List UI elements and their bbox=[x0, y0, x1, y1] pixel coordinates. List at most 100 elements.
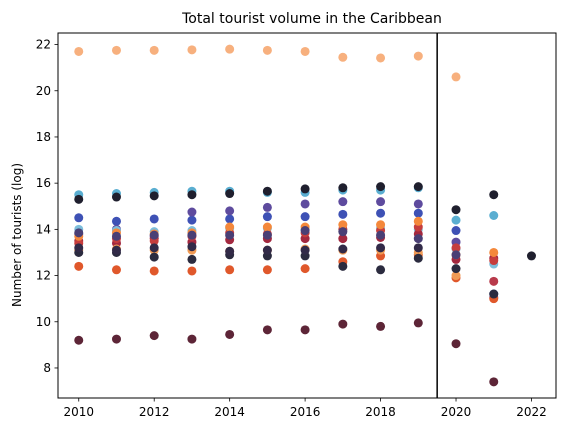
data-point-series-1 bbox=[489, 211, 499, 220]
data-point-series-13 bbox=[451, 250, 461, 260]
data-point-series-0 bbox=[225, 44, 235, 54]
data-point-series-7 bbox=[451, 243, 461, 253]
data-point-series-13 bbox=[376, 230, 386, 240]
x-tick-label: 2016 bbox=[290, 405, 321, 419]
data-point-series-2 bbox=[262, 186, 272, 196]
data-point-series-11 bbox=[338, 261, 348, 271]
data-point-series-3 bbox=[262, 212, 272, 222]
data-point-series-2 bbox=[187, 190, 197, 200]
data-point-series-11 bbox=[413, 253, 423, 263]
data-point-series-0 bbox=[300, 46, 310, 56]
data-point-series-4 bbox=[187, 207, 197, 217]
data-point-series-2 bbox=[149, 191, 159, 201]
data-point-series-8 bbox=[149, 266, 159, 276]
data-point-series-13 bbox=[413, 234, 423, 244]
data-point-series-12 bbox=[376, 243, 386, 253]
data-point-series-0 bbox=[111, 45, 121, 55]
data-point-series-14 bbox=[300, 325, 310, 335]
data-point-series-7 bbox=[489, 256, 499, 266]
data-point-series-12 bbox=[300, 245, 310, 255]
y-tick-label: 14 bbox=[36, 222, 51, 236]
data-point-series-3 bbox=[187, 215, 197, 225]
x-tick-label: 2012 bbox=[139, 405, 170, 419]
data-point-series-9 bbox=[413, 216, 423, 226]
data-point-series-0 bbox=[262, 45, 272, 55]
data-point-series-0 bbox=[187, 45, 197, 55]
data-point-series-14 bbox=[451, 339, 461, 349]
data-point-series-9 bbox=[376, 220, 386, 230]
data-point-series-12 bbox=[74, 243, 84, 253]
data-point-series-13 bbox=[300, 226, 310, 236]
y-axis-label: Number of tourists (log) bbox=[10, 163, 24, 307]
data-point-series-11 bbox=[451, 264, 461, 274]
data-point-series-12 bbox=[338, 244, 348, 254]
x-tick-label: 2020 bbox=[441, 405, 472, 419]
data-point-series-14 bbox=[74, 335, 84, 345]
data-point-series-14 bbox=[225, 329, 235, 339]
data-point-series-12 bbox=[149, 243, 159, 253]
plot-frame bbox=[57, 32, 557, 399]
data-point-series-0 bbox=[74, 46, 84, 56]
y-tick-label: 8 bbox=[43, 361, 51, 375]
data-point-series-3 bbox=[111, 216, 121, 226]
x-tick-label: 2018 bbox=[365, 405, 396, 419]
data-point-series-8 bbox=[187, 266, 197, 276]
data-point-series-11 bbox=[489, 289, 499, 299]
data-point-series-1 bbox=[451, 215, 461, 225]
data-point-series-8 bbox=[225, 265, 235, 275]
plot-marks bbox=[74, 33, 536, 398]
data-point-series-8 bbox=[300, 264, 310, 274]
data-point-series-3 bbox=[338, 209, 348, 219]
data-point-series-13 bbox=[338, 227, 348, 237]
data-point-series-12 bbox=[225, 246, 235, 256]
data-point-series-14 bbox=[187, 334, 197, 344]
data-point-series-3 bbox=[300, 212, 310, 222]
data-point-series-15 bbox=[489, 276, 499, 286]
data-point-series-8 bbox=[111, 265, 121, 275]
data-point-series-2 bbox=[489, 190, 499, 200]
data-point-series-13 bbox=[149, 230, 159, 240]
data-point-series-14 bbox=[376, 321, 386, 331]
data-point-series-2 bbox=[526, 251, 536, 261]
data-point-series-12 bbox=[413, 243, 423, 253]
data-point-series-3 bbox=[149, 214, 159, 224]
data-point-series-9 bbox=[489, 247, 499, 257]
data-point-series-12 bbox=[111, 245, 121, 255]
data-point-series-13 bbox=[225, 230, 235, 240]
data-point-series-3 bbox=[451, 226, 461, 236]
x-tick-label: 2014 bbox=[214, 405, 245, 419]
y-tick-label: 16 bbox=[36, 176, 51, 190]
data-point-series-10 bbox=[451, 271, 461, 281]
y-tick-label: 10 bbox=[36, 315, 51, 329]
data-point-series-14 bbox=[338, 319, 348, 329]
data-point-series-14 bbox=[413, 318, 423, 328]
data-point-series-0 bbox=[413, 51, 423, 61]
chart-title: Total tourist volume in the Caribbean bbox=[181, 11, 442, 27]
x-tick-label: 2022 bbox=[516, 405, 547, 419]
data-point-series-2 bbox=[111, 192, 121, 202]
data-point-series-9 bbox=[225, 222, 235, 232]
data-point-series-3 bbox=[413, 208, 423, 218]
data-point-series-12 bbox=[187, 242, 197, 252]
data-point-series-0 bbox=[376, 53, 386, 63]
data-point-series-11 bbox=[149, 252, 159, 262]
data-point-series-0 bbox=[451, 72, 461, 82]
data-point-series-2 bbox=[225, 189, 235, 199]
y-tick-label: 22 bbox=[36, 38, 51, 52]
data-point-series-13 bbox=[262, 230, 272, 240]
y-tick-label: 18 bbox=[36, 130, 51, 144]
data-point-series-11 bbox=[187, 254, 197, 264]
y-tick-label: 12 bbox=[36, 269, 51, 283]
data-point-series-4 bbox=[262, 202, 272, 212]
data-point-series-0 bbox=[149, 45, 159, 55]
data-point-series-12 bbox=[262, 245, 272, 255]
data-point-series-3 bbox=[376, 208, 386, 218]
data-point-series-13 bbox=[74, 228, 84, 238]
axis-ticks: 2010 2012 2014 2016 2018 2020 2022810121416182… bbox=[36, 38, 547, 419]
y-tick-label: 20 bbox=[36, 84, 51, 98]
data-point-series-3 bbox=[225, 214, 235, 224]
data-point-series-13 bbox=[111, 231, 121, 241]
data-point-series-9 bbox=[338, 220, 348, 230]
data-point-series-14 bbox=[489, 377, 499, 387]
